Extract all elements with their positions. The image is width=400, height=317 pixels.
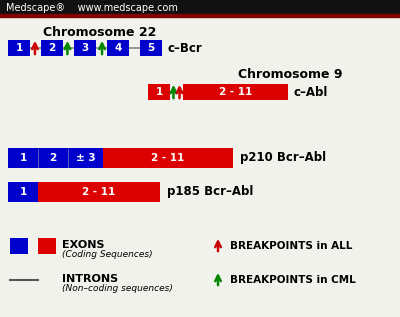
Text: 1: 1: [15, 43, 23, 53]
Text: BREAKPOINTS in CML: BREAKPOINTS in CML: [230, 275, 356, 285]
Text: 1: 1: [19, 153, 27, 163]
Text: ± 3: ± 3: [76, 153, 95, 163]
Text: c–Abl: c–Abl: [293, 86, 327, 99]
Bar: [0, 0, 400, 16]
Text: p185 Bcr–Abl: p185 Bcr–Abl: [167, 185, 253, 198]
Text: c–Bcr: c–Bcr: [167, 42, 202, 55]
Bar: [8, 182, 38, 202]
Bar: [140, 40, 162, 56]
Bar: [107, 40, 129, 56]
Text: 4: 4: [114, 43, 122, 53]
Bar: [38, 148, 68, 168]
Text: 2 - 11: 2 - 11: [219, 87, 252, 97]
Bar: [38, 238, 56, 254]
Text: p210 Bcr–Abl: p210 Bcr–Abl: [240, 152, 326, 165]
Text: 2 - 11: 2 - 11: [82, 187, 116, 197]
Text: BREAKPOINTS in ALL: BREAKPOINTS in ALL: [230, 241, 352, 251]
Text: 2: 2: [49, 153, 57, 163]
Text: 3: 3: [81, 43, 89, 53]
Text: 1: 1: [19, 187, 27, 197]
Bar: [74, 40, 96, 56]
Text: INTRONS: INTRONS: [62, 274, 118, 284]
Bar: [8, 148, 38, 168]
Text: Medscape®    www.medscape.com: Medscape® www.medscape.com: [6, 3, 178, 13]
Text: 2 - 11: 2 - 11: [151, 153, 185, 163]
Text: Chromosome 22: Chromosome 22: [43, 26, 157, 39]
Text: (Coding Sequences): (Coding Sequences): [62, 250, 153, 259]
Text: Chromosome 9: Chromosome 9: [238, 68, 342, 81]
Text: 2: 2: [48, 43, 56, 53]
Bar: [68, 148, 103, 168]
Text: 1: 1: [155, 87, 163, 97]
Bar: [38, 182, 160, 202]
Bar: [148, 84, 170, 100]
Text: 5: 5: [147, 43, 155, 53]
Text: (Non–coding sequences): (Non–coding sequences): [62, 284, 173, 293]
Bar: [0, 14, 400, 17]
Bar: [103, 148, 233, 168]
Bar: [41, 40, 63, 56]
Bar: [8, 40, 30, 56]
Bar: [10, 238, 28, 254]
Text: EXONS: EXONS: [62, 240, 104, 250]
Bar: [183, 84, 288, 100]
